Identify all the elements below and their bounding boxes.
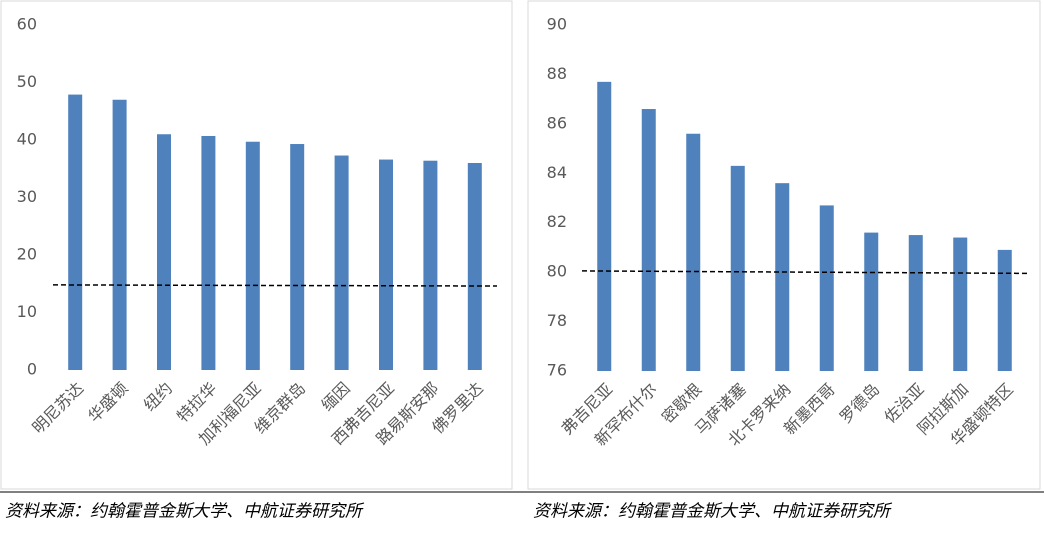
bar <box>290 144 305 370</box>
y-tick-label: 90 <box>547 15 567 34</box>
panel-border <box>527 0 1041 490</box>
x-tick-label: 华盛顿 <box>84 379 131 426</box>
bar <box>157 134 171 370</box>
y-tick-label: 40 <box>17 130 37 149</box>
x-tick-label: 缅因 <box>318 379 354 415</box>
y-tick-label: 50 <box>17 72 37 91</box>
y-tick-label: 76 <box>547 361 567 380</box>
trendline <box>581 270 1028 275</box>
y-tick-label: 78 <box>547 311 567 330</box>
y-tick-label: 10 <box>17 302 37 321</box>
bar <box>379 159 393 370</box>
x-tick-label: 纽约 <box>140 379 176 415</box>
bar <box>819 205 834 371</box>
bar <box>68 94 83 370</box>
bar <box>686 133 701 371</box>
y-tick-label: 60 <box>17 15 37 34</box>
bar <box>908 235 923 371</box>
y-tick-label: 30 <box>17 187 37 206</box>
bar <box>112 99 127 370</box>
source-note: 资料来源：约翰霍普金斯大学、中航证券研究所 <box>533 502 893 522</box>
trendline <box>52 284 498 287</box>
bar <box>641 109 656 372</box>
y-tick-label: 0 <box>27 360 37 379</box>
y-tick-label: 80 <box>547 262 567 281</box>
source-note: 资料来源：约翰霍普金斯大学、中航证券研究所 <box>5 502 365 522</box>
y-tick-label: 84 <box>547 163 567 182</box>
bar <box>334 155 349 370</box>
bar <box>730 165 745 371</box>
bar <box>597 81 612 371</box>
bar <box>245 141 260 370</box>
y-tick-label: 86 <box>547 113 567 132</box>
x-tick-label: 明尼苏达 <box>29 379 88 438</box>
bar <box>997 249 1012 371</box>
y-tick-label: 20 <box>17 245 37 264</box>
bar <box>201 135 216 370</box>
bar <box>864 232 879 371</box>
panel-border <box>0 0 513 490</box>
bar <box>467 163 482 370</box>
y-tick-label: 88 <box>547 64 567 83</box>
x-tick-label: 罗德岛 <box>836 380 883 427</box>
bar <box>775 183 790 371</box>
bar <box>953 237 968 371</box>
y-tick-label: 82 <box>547 212 567 231</box>
bar <box>423 160 438 370</box>
